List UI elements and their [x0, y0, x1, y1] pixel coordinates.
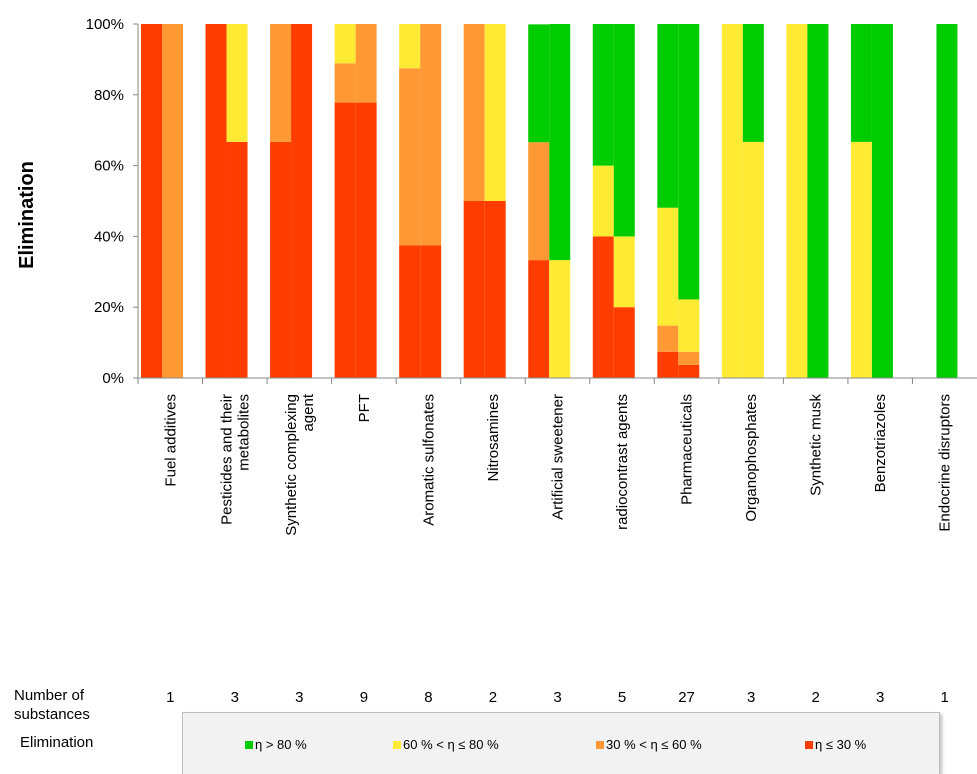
bar-segment-60to80: [850, 141, 872, 378]
bar-segment-60to80: [678, 299, 700, 352]
bar-segment-60to80: [226, 24, 248, 142]
substance-count: 8: [424, 689, 432, 706]
bar-segment-30to60: [678, 351, 700, 365]
substance-count: 9: [360, 689, 368, 706]
category-label: Aromatic sulfonates: [420, 394, 437, 526]
bar-segment-le30: [678, 364, 700, 378]
bar-segment-30to60: [528, 142, 550, 261]
category-label: radiocontrast agents: [614, 394, 631, 530]
category-label: Endocrine disruptors: [937, 394, 954, 532]
legend-item: η ≤ 30 %: [805, 737, 866, 752]
bar-segment-gt80: [742, 24, 764, 142]
bar-segment-30to60: [270, 24, 292, 142]
bar-segment-gt80: [850, 24, 872, 142]
bar-segment-le30: [657, 351, 679, 378]
bar-segment-30to60: [399, 68, 421, 246]
category-label: Pesticides and theirmetabolites: [218, 394, 252, 525]
y-tick-label: 0%: [102, 370, 124, 387]
legend-label: 30 % < η ≤ 60 %: [606, 737, 702, 752]
substance-count: 3: [231, 689, 239, 706]
bar-segment-le30: [528, 260, 550, 378]
legend-label: η ≤ 30 %: [815, 737, 867, 752]
category-label: Artificial sweetener: [550, 394, 567, 520]
bar-segment-le30: [205, 24, 227, 378]
bar-segment-60to80: [742, 141, 764, 378]
y-tick-label: 80%: [94, 87, 124, 104]
category-label: Synthetic musk: [808, 394, 825, 496]
bar-segment-30to60: [463, 24, 485, 201]
category-label: Synthetic complexingagent: [283, 393, 317, 536]
legend: η > 80 % 60 % < η ≤ 80 % 30 % < η ≤ 60 % η …: [182, 712, 940, 774]
substance-count: 5: [618, 689, 626, 706]
bar-segment-gt80: [592, 24, 614, 166]
bar-segment-60to80: [592, 165, 614, 237]
bar-segment-le30: [484, 201, 506, 378]
substance-count: 3: [876, 689, 884, 706]
substance-count: 2: [811, 689, 819, 706]
bar-segment-30to60: [162, 24, 183, 378]
category-label: PFT: [356, 394, 373, 422]
bar-segment-30to60: [334, 63, 356, 103]
legend-swatch: [393, 740, 401, 749]
bar-segment-60to80: [613, 236, 635, 308]
substance-count: 3: [747, 689, 755, 706]
substance-count: 3: [295, 689, 303, 706]
bar-segment-gt80: [549, 24, 571, 261]
bar-segment-le30: [420, 245, 442, 378]
bar-segment-gt80: [528, 24, 550, 143]
substance-count: 1: [166, 689, 174, 706]
bar-segment-60to80: [399, 24, 421, 69]
y-tick-label: 20%: [94, 299, 124, 316]
substance-count: 1: [941, 689, 949, 706]
bar-segment-gt80: [613, 24, 635, 237]
bar-segment-60to80: [549, 260, 571, 378]
bar-segment-le30: [399, 245, 421, 378]
bar-segment-le30: [270, 141, 292, 378]
bar-segment-30to60: [657, 325, 679, 352]
category-label: Nitrosamines: [485, 394, 502, 482]
bar-segment-60to80: [484, 24, 506, 201]
bar-segment-30to60: [355, 24, 377, 103]
substance-count: 3: [553, 689, 561, 706]
substance-count: 2: [489, 689, 497, 706]
legend-label: η > 80 %: [255, 737, 307, 752]
bar-segment-le30: [463, 201, 485, 378]
legend-row-label: Elimination: [20, 734, 94, 751]
bar-segment-60to80: [786, 24, 808, 378]
bar-segment-30to60: [420, 24, 442, 246]
bar-segment-le30: [226, 141, 248, 378]
category-label: Pharmaceuticals: [679, 394, 696, 505]
bar-segment-60to80: [334, 24, 356, 64]
y-tick-label: 100%: [86, 16, 124, 33]
category-label: Fuel additives: [162, 394, 179, 487]
bar-segment-gt80: [657, 24, 679, 208]
legend-swatch: [805, 740, 813, 749]
stacked-bar-chart: Elimination 0% 20% 40% 60% 80% 100% Fuel additi…: [16, 16, 977, 706]
bar-segment-le30: [613, 307, 635, 378]
legend-item: 30 % < η ≤ 60 %: [596, 737, 702, 752]
y-axis-label: Elimination: [16, 161, 38, 269]
legend-swatch: [596, 740, 604, 749]
bar-segment-le30: [355, 102, 377, 378]
y-tick-label: 60%: [94, 158, 124, 175]
legend-item: η > 80 %: [245, 737, 307, 752]
bar-segment-60to80: [657, 207, 679, 326]
bar-segment-le30: [592, 236, 614, 378]
bar-segment-gt80: [936, 24, 958, 378]
legend-swatch: [245, 740, 253, 749]
bar-segment-gt80: [871, 24, 893, 378]
count-row-label: Number of substances: [14, 687, 90, 723]
category-label: Organophosphates: [743, 394, 760, 522]
y-tick-label: 40%: [94, 228, 124, 245]
legend-label: 60 % < η ≤ 80 %: [403, 737, 499, 752]
bar-segment-le30: [141, 24, 162, 378]
category-label: Benzotriazoles: [872, 394, 889, 492]
legend-item: 60 % < η ≤ 80 %: [393, 737, 499, 752]
bar-segment-gt80: [678, 24, 700, 300]
bar-segment-60to80: [721, 24, 743, 378]
bar-segment-le30: [291, 24, 313, 378]
bar-segment-le30: [334, 102, 356, 378]
bar-segment-gt80: [807, 24, 829, 378]
substance-count: 27: [678, 689, 695, 706]
